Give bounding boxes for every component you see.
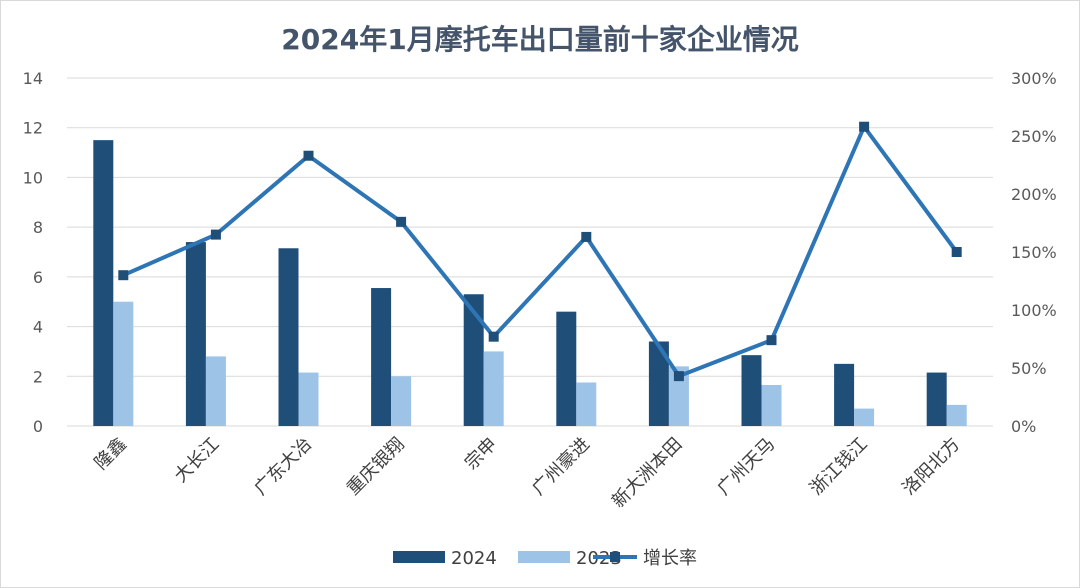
right-axis: 0% 50% 100% 150% 200% 250% 300% [1011, 69, 1057, 436]
category-label: 浙江钱江 [806, 434, 872, 500]
bar-2024-1 [185, 242, 206, 426]
left-tick-label: 12 [23, 119, 43, 138]
category-label: 广州豪进 [528, 434, 594, 500]
legend-swatch-marker [610, 552, 620, 562]
category-axis: 隆鑫 大长江 广东大冶 重庆银翔 宗申 广州豪进 新大洲本田 广州天马 浙江钱江 洛阳北方 [91, 434, 965, 512]
category-label: 大长江 [170, 434, 223, 487]
bar-2023-0 [113, 301, 134, 426]
line-marker-9 [951, 247, 962, 257]
category-label: 宗申 [461, 434, 501, 474]
right-tick-label: 250% [1011, 127, 1057, 146]
right-tick-label: 50% [1011, 359, 1047, 378]
growth-line [118, 121, 962, 382]
bar-2024-3 [371, 288, 392, 426]
chart-title: 2024年1月摩托车出口量前十家企业情况 [281, 23, 798, 56]
bar-2024-5 [556, 311, 577, 426]
left-tick-label: 6 [33, 268, 43, 287]
bars [93, 140, 967, 426]
line-marker-5 [581, 231, 592, 242]
line-marker-1 [210, 229, 221, 240]
bar-2023-9 [946, 404, 967, 426]
bar-2023-7 [761, 384, 782, 426]
right-tick-label: 150% [1011, 243, 1057, 262]
bar-2023-6 [668, 366, 689, 426]
right-tick-label: 300% [1011, 69, 1057, 88]
left-axis: 0 2 4 6 8 10 12 14 [23, 69, 43, 436]
left-tick-label: 0 [33, 417, 43, 436]
category-label: 隆鑫 [91, 434, 131, 474]
bar-2024-2 [278, 248, 299, 426]
bar-2023-8 [854, 408, 875, 426]
left-tick-label: 14 [23, 69, 43, 88]
right-tick-label: 0% [1011, 417, 1036, 436]
legend-swatch-2023 [518, 551, 570, 563]
line-marker-2 [303, 150, 314, 161]
bar-2024-4 [463, 294, 484, 426]
bar-2023-4 [483, 351, 504, 426]
bar-2024-7 [741, 355, 762, 426]
legend: 20242023增长率 [393, 548, 697, 569]
line-marker-3 [396, 216, 407, 227]
category-label: 重庆银翔 [343, 434, 409, 500]
bar-2024-0 [93, 140, 114, 426]
line-marker-6 [673, 371, 684, 382]
left-tick-label: 2 [33, 367, 43, 386]
category-label: 广州天马 [713, 434, 779, 500]
legend-label: 2024 [451, 548, 497, 569]
line-marker-4 [488, 331, 499, 342]
left-tick-label: 4 [33, 318, 43, 337]
line-marker-7 [766, 335, 777, 346]
line-marker-0 [118, 270, 129, 281]
left-tick-label: 8 [33, 218, 43, 237]
bar-2024-8 [834, 363, 855, 426]
bar-2024-9 [926, 372, 947, 426]
line-series-增长率 [122, 124, 959, 379]
bar-2023-5 [576, 382, 597, 426]
right-tick-label: 100% [1011, 301, 1057, 320]
legend-swatch-2024 [393, 551, 445, 563]
bar-2023-1 [205, 356, 226, 426]
bar-2024-6 [648, 341, 669, 426]
legend-label: 增长率 [643, 548, 697, 569]
category-label: 广东大冶 [250, 434, 316, 500]
bar-2023-2 [298, 372, 319, 426]
line-marker-8 [859, 121, 870, 132]
category-label: 洛阳北方 [898, 434, 964, 500]
category-label: 新大洲本田 [608, 434, 686, 512]
bar-2023-3 [391, 376, 412, 426]
left-tick-label: 10 [23, 168, 43, 187]
right-tick-label: 200% [1011, 185, 1057, 204]
